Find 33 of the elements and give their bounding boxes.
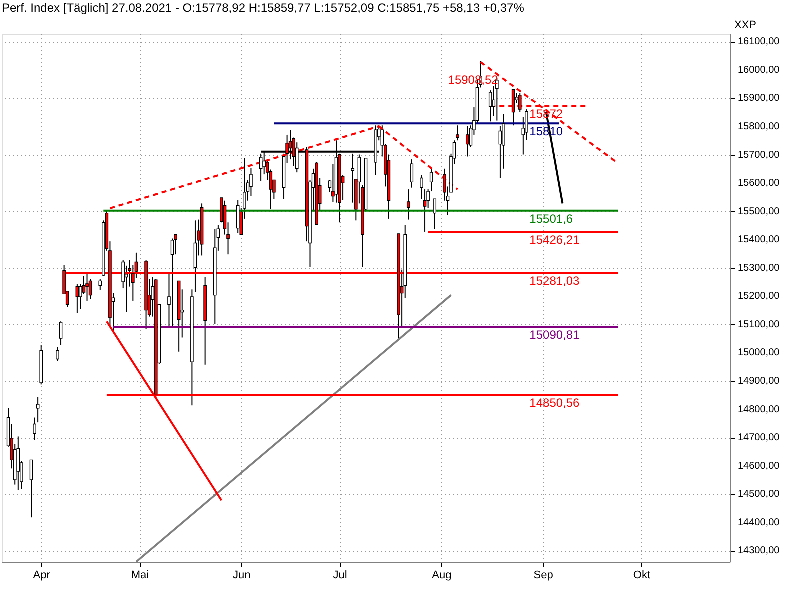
x-tick-label: Mai bbox=[131, 570, 150, 582]
y-tick-label: 15000,00 bbox=[738, 348, 780, 359]
chart-title: Perf. Index [Täglich] 27.08.2021 - O:15778,92 H:15859,77 L:15752,09 C:15851,75 +58,13 +0,37% bbox=[2, 1, 525, 15]
annotation: 15426,21 bbox=[530, 233, 580, 248]
annotation: 15281,03 bbox=[530, 274, 580, 288]
y-tick-label: 15500,00 bbox=[738, 206, 780, 218]
x-tick-label: Jun bbox=[233, 570, 251, 582]
x-tick-label: Sep bbox=[534, 570, 554, 582]
y-tick-label: 14900,00 bbox=[738, 376, 780, 388]
y-tick-label: 14800,00 bbox=[738, 404, 780, 416]
y-tick-label: 14600,00 bbox=[738, 460, 780, 472]
y-tick-label: 14400,00 bbox=[738, 517, 780, 528]
y-tick-label: 15600,00 bbox=[738, 178, 780, 190]
annotation: 15090,81 bbox=[530, 328, 580, 342]
y-tick-label: 14500,00 bbox=[738, 489, 780, 500]
x-tick-label: Apr bbox=[33, 570, 51, 582]
x-tick-label: Jul bbox=[333, 570, 348, 582]
y-tick-label: 16100,00 bbox=[738, 36, 780, 48]
y-tick-label: 15300,00 bbox=[738, 262, 780, 274]
y-tick-label: 15400,00 bbox=[738, 234, 780, 246]
y-tick-label: 14300,00 bbox=[738, 546, 780, 557]
y-tick-label: 15700,00 bbox=[738, 150, 780, 161]
x-tick-label: Okt bbox=[633, 570, 651, 582]
annotation: 15501,6 bbox=[530, 212, 574, 226]
y-tick-label: 14700,00 bbox=[738, 432, 780, 444]
y-tick-label: 15900,00 bbox=[738, 93, 780, 104]
y-tick-label: 15800,00 bbox=[738, 121, 780, 132]
x-tick-label: Aug bbox=[432, 570, 452, 582]
y-tick-label: 15100,00 bbox=[738, 319, 780, 330]
y-tick-label: 15200,00 bbox=[738, 291, 780, 302]
y-tick-label: 16000,00 bbox=[738, 64, 780, 76]
y-axis-title: XXP bbox=[734, 20, 757, 32]
annotation: 14850,56 bbox=[530, 396, 580, 410]
